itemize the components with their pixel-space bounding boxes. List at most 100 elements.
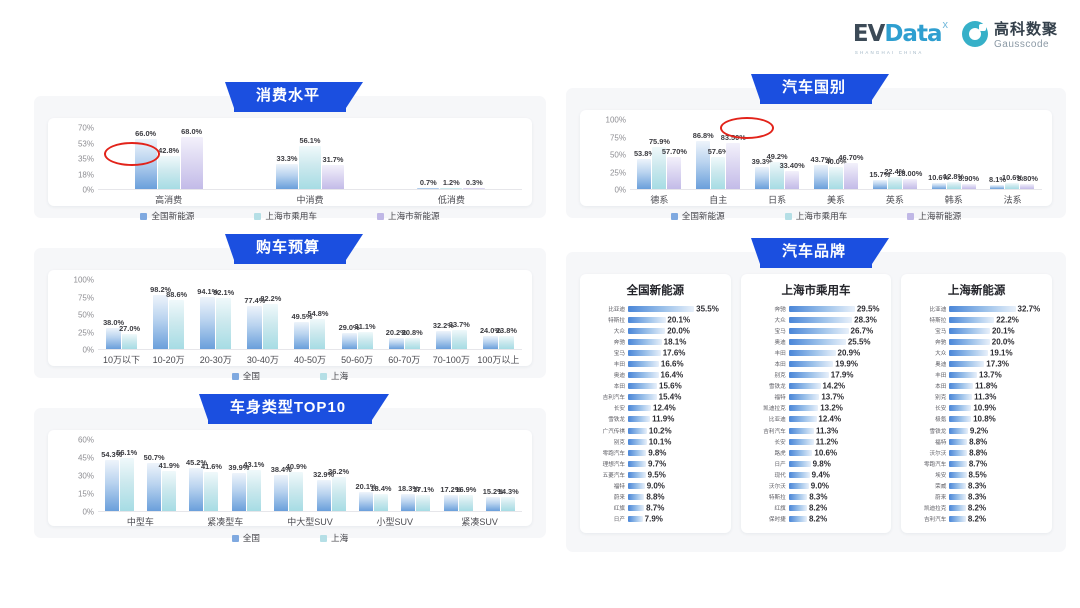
bar[interactable]: 15.2% (483, 487, 504, 511)
bar[interactable]: 83.50% (721, 133, 746, 189)
brand-row[interactable]: 本田 15.6% (588, 381, 723, 392)
brand-row[interactable]: 奔驰 18.1% (588, 336, 723, 347)
bar[interactable]: 41.6% (201, 462, 222, 511)
bar[interactable]: 18.00% (897, 169, 922, 189)
bar[interactable]: 24.0% (480, 326, 501, 349)
brand-row[interactable]: 凯迪拉克 13.2% (749, 403, 884, 414)
brand-row[interactable]: 零跑汽车 8.7% (909, 458, 1044, 469)
bar[interactable]: 46.70% (838, 153, 863, 189)
brand-row[interactable]: 大众 20.0% (588, 325, 723, 336)
bar[interactable]: 66.0% (134, 129, 157, 189)
brand-row[interactable]: 大众 28.3% (749, 314, 884, 325)
brand-row[interactable]: 吉利汽车 8.2% (909, 514, 1044, 525)
brand-row[interactable]: 大众 19.1% (909, 347, 1044, 358)
brand-row[interactable]: 红旗 8.2% (749, 503, 884, 514)
brand-row[interactable]: 凯迪拉克 8.2% (909, 503, 1044, 514)
bar[interactable]: 41.9% (159, 461, 180, 511)
bar[interactable]: 50.7% (144, 453, 165, 511)
bar[interactable]: 56.1% (116, 448, 137, 511)
brand-row[interactable]: 本田 11.8% (909, 381, 1044, 392)
bar[interactable]: 32.2% (433, 321, 454, 349)
legend-item[interactable]: 全国新能源 (670, 210, 725, 222)
brand-row[interactable]: 丰田 20.9% (749, 347, 884, 358)
bar[interactable]: 18.4% (371, 484, 392, 511)
bar[interactable]: 16.9% (455, 485, 476, 511)
bar[interactable]: 39.3% (752, 157, 773, 189)
bar[interactable]: 17.2% (440, 485, 461, 511)
brand-row[interactable]: 极氪 10.8% (909, 414, 1044, 425)
brand-row[interactable]: 本田 19.9% (749, 358, 884, 369)
brand-row[interactable]: 吉利汽车 11.3% (749, 425, 884, 436)
brand-row[interactable]: 特斯拉 20.1% (588, 314, 723, 325)
bar[interactable]: 43.1% (243, 460, 264, 511)
bar[interactable]: 98.2% (150, 285, 171, 349)
brand-row[interactable]: 比亚迪 35.5% (588, 303, 723, 314)
brand-row[interactable]: 广汽传祺 10.2% (588, 425, 723, 436)
brand-row[interactable]: 现代 9.4% (749, 469, 884, 480)
brand-row[interactable]: 雪铁龙 9.2% (909, 425, 1044, 436)
bar[interactable]: 8.90% (958, 174, 979, 189)
brand-row[interactable]: 特斯拉 22.2% (909, 314, 1044, 325)
brand-row[interactable]: 宝马 20.1% (909, 325, 1044, 336)
bar[interactable]: 17.1% (413, 485, 434, 511)
bar[interactable]: 54.3% (101, 450, 122, 511)
brand-row[interactable]: 雪铁龙 14.2% (749, 381, 884, 392)
bar[interactable]: 33.40% (780, 161, 805, 189)
brand-row[interactable]: 福特 13.7% (749, 392, 884, 403)
bar[interactable]: 57.6% (708, 147, 729, 189)
bar[interactable]: 94.1% (197, 287, 218, 349)
brand-row[interactable]: 奥迪 16.4% (588, 370, 723, 381)
bar[interactable]: 39.9% (228, 463, 249, 511)
brand-row[interactable]: 奔驰 29.5% (749, 303, 884, 314)
brand-row[interactable]: 比亚迪 12.4% (749, 414, 884, 425)
bar[interactable]: 20.2% (386, 328, 407, 349)
bar[interactable]: 15.7% (869, 170, 890, 189)
brand-row[interactable]: 红旗 8.7% (588, 503, 723, 514)
bar[interactable]: 82.2% (260, 294, 281, 349)
brand-row[interactable]: 长安 11.2% (749, 436, 884, 447)
brand-row[interactable]: 埃安 8.5% (909, 469, 1044, 480)
bar[interactable]: 8.80% (1017, 174, 1038, 189)
brand-row[interactable]: 别克 17.9% (749, 370, 884, 381)
legend-item[interactable]: 上海 (320, 370, 348, 382)
bar[interactable]: 40.0% (825, 157, 846, 189)
bar[interactable]: 23.8% (496, 326, 517, 349)
bar[interactable]: 20.1% (356, 482, 377, 511)
brand-row[interactable]: 丰田 16.6% (588, 358, 723, 369)
bar[interactable]: 53.8% (634, 149, 655, 189)
bar[interactable]: 12.8% (943, 172, 964, 189)
brand-row[interactable]: 沃尔沃 9.0% (749, 481, 884, 492)
brand-row[interactable]: 吉利汽车 15.4% (588, 392, 723, 403)
bar[interactable]: 77.4% (244, 296, 265, 349)
bar[interactable]: 20.8% (402, 328, 423, 349)
bar[interactable]: 8.1% (989, 175, 1006, 189)
brand-row[interactable]: 蔚来 8.3% (909, 492, 1044, 503)
bar[interactable]: 27.0% (119, 324, 140, 349)
bar[interactable]: 36.2% (328, 467, 349, 511)
bar[interactable]: 33.7% (449, 320, 470, 349)
bar[interactable]: 0.7% (417, 178, 440, 189)
legend-item[interactable]: 上海市乘用车 (254, 210, 317, 222)
brand-row[interactable]: 福特 8.8% (909, 436, 1044, 447)
bar[interactable]: 40.9% (286, 462, 307, 511)
brand-row[interactable]: 宝马 26.7% (749, 325, 884, 336)
bar[interactable]: 32.9% (313, 470, 334, 511)
bar[interactable]: 45.2% (186, 458, 207, 511)
brand-row[interactable]: 路虎 10.6% (749, 447, 884, 458)
bar[interactable]: 38.4% (271, 465, 292, 511)
brand-row[interactable]: 奥迪 25.5% (749, 336, 884, 347)
brand-row[interactable]: 雪铁龙 11.9% (588, 414, 723, 425)
legend-item[interactable]: 上海市新能源 (376, 210, 440, 222)
brand-row[interactable]: 沃尔沃 8.8% (909, 447, 1044, 458)
brand-row[interactable]: 比亚迪 32.7% (909, 303, 1044, 314)
legend-item[interactable]: 上海 (320, 532, 348, 544)
bar[interactable]: 43.7% (810, 155, 831, 189)
legend-item[interactable]: 上海市乘用车 (784, 210, 847, 222)
legend-item[interactable]: 全国 (231, 532, 260, 544)
brand-row[interactable]: 别克 11.3% (909, 392, 1044, 403)
bar[interactable]: 75.9% (649, 137, 670, 189)
brand-row[interactable]: 宝马 17.6% (588, 347, 723, 358)
brand-row[interactable]: 丰田 13.7% (909, 370, 1044, 381)
brand-row[interactable]: 长安 10.9% (909, 403, 1044, 414)
bar[interactable]: 56.1% (298, 136, 321, 189)
